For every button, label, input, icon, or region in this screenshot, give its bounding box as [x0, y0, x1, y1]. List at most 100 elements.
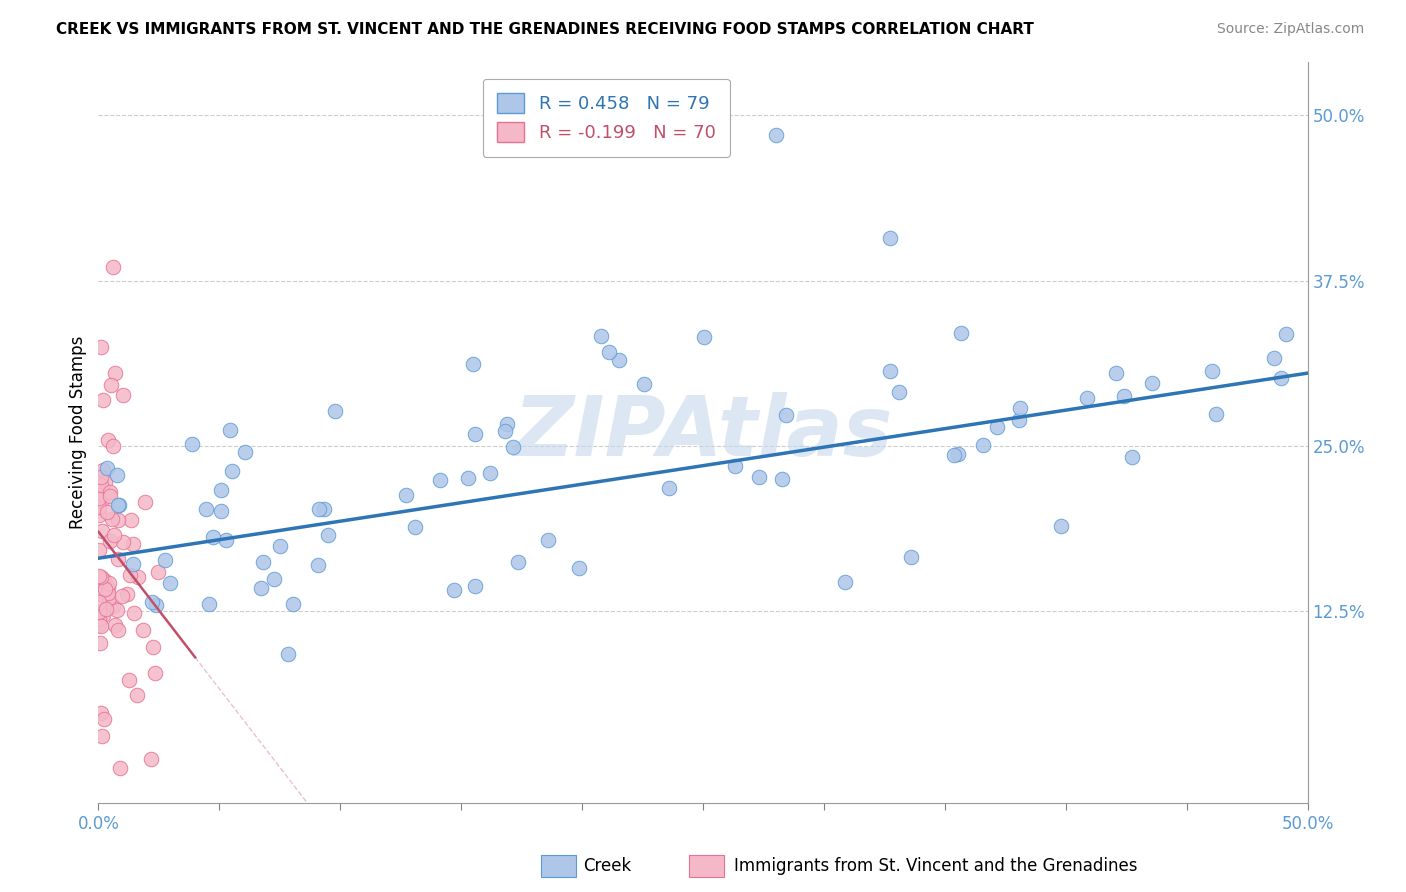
Point [111, 534, 134, 549]
Point [1205, 407, 1227, 421]
Point [98, 489, 121, 503]
Point [221, 464, 243, 478]
Point [107, 498, 129, 512]
Point [98, 591, 121, 606]
Point [443, 582, 465, 597]
Point [972, 438, 994, 452]
Text: CREEK VS IMMIGRANTS FROM ST. VINCENT AND THE GRENADINES RECEIVING FOOD STAMPS CO: CREEK VS IMMIGRANTS FROM ST. VINCENT AND… [56, 22, 1035, 37]
Point [464, 427, 486, 442]
Point [986, 420, 1008, 434]
Point [834, 574, 856, 589]
Text: Immigrants from St. Vincent and the Grenadines: Immigrants from St. Vincent and the Gren… [734, 857, 1137, 875]
Point [948, 447, 970, 461]
Point [104, 366, 127, 380]
Point [108, 761, 131, 775]
Point [91, 588, 114, 602]
Point [89, 491, 111, 505]
Point [263, 572, 285, 586]
Point [159, 576, 181, 591]
Point [115, 587, 138, 601]
Point [404, 520, 426, 534]
Point [508, 555, 530, 569]
Text: Creek: Creek [583, 857, 631, 875]
Point [464, 579, 486, 593]
Point [121, 557, 143, 571]
Point [1112, 389, 1135, 403]
Point [117, 673, 139, 687]
Point [724, 458, 747, 473]
Point [145, 599, 167, 613]
Point [308, 502, 330, 516]
Point [748, 470, 770, 484]
Point [1275, 326, 1298, 341]
Point [479, 466, 502, 480]
Point [103, 528, 125, 542]
Point [142, 640, 165, 654]
Point [104, 617, 127, 632]
Point [1201, 364, 1223, 378]
Point [90, 619, 112, 633]
Point [1263, 351, 1285, 366]
Point [900, 550, 922, 565]
Point [91, 463, 114, 477]
Point [233, 445, 256, 459]
Point [494, 424, 516, 438]
Point [209, 504, 232, 518]
Point [111, 388, 134, 402]
Point [134, 495, 156, 509]
Point [658, 482, 681, 496]
Point [1270, 371, 1292, 385]
Point [495, 417, 517, 431]
Point [91, 524, 114, 539]
Point [90, 469, 112, 483]
Point [429, 473, 451, 487]
Point [201, 530, 224, 544]
Point [153, 553, 176, 567]
Point [87, 508, 110, 522]
Point [122, 537, 145, 551]
Point [143, 666, 166, 681]
Point [100, 485, 122, 500]
Point [90, 478, 112, 492]
Point [105, 468, 128, 483]
Point [105, 602, 128, 616]
Point [395, 488, 418, 502]
Point [283, 598, 305, 612]
Point [194, 502, 217, 516]
Text: ZIPAtlas: ZIPAtlas [513, 392, 893, 473]
Point [942, 448, 965, 462]
Point [98, 534, 121, 549]
Point [101, 439, 124, 453]
Point [91, 392, 114, 407]
Point [139, 752, 162, 766]
Point [277, 647, 299, 661]
Text: Source: ZipAtlas.com: Source: ZipAtlas.com [1216, 22, 1364, 37]
Point [97, 433, 120, 447]
Point [87, 543, 110, 558]
Point [775, 408, 797, 422]
Point [120, 567, 142, 582]
Point [1105, 366, 1128, 380]
Point [879, 230, 901, 244]
Point [91, 487, 114, 501]
Point [269, 539, 291, 553]
Point [1050, 519, 1073, 533]
Point [209, 483, 232, 498]
Point [198, 597, 221, 611]
Point [96, 505, 118, 519]
Point [889, 385, 911, 400]
Point [1008, 412, 1031, 426]
Point [537, 533, 560, 547]
Point [120, 512, 142, 526]
Point [90, 570, 112, 584]
Point [89, 636, 111, 650]
Point [181, 437, 204, 451]
Point [770, 472, 793, 486]
Point [87, 612, 110, 626]
Point [1140, 376, 1163, 390]
Point [949, 326, 972, 340]
Point [89, 569, 111, 583]
Point [90, 730, 112, 744]
Point [457, 471, 479, 485]
Point [93, 712, 115, 726]
